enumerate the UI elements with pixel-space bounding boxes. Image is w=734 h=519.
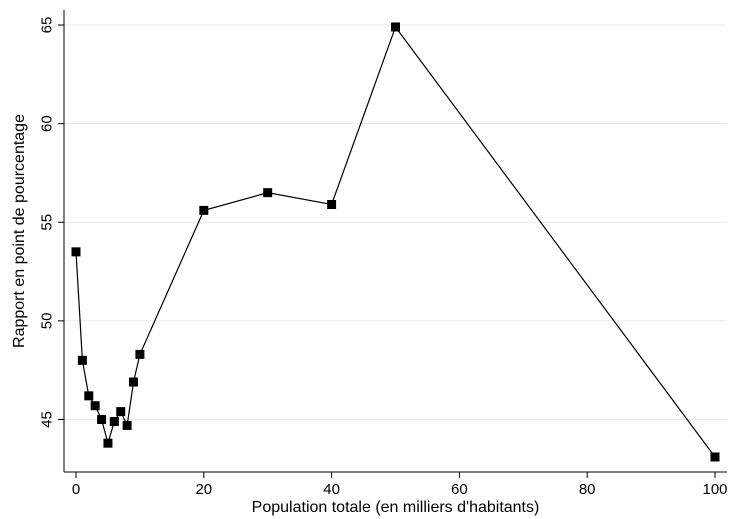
x-tick-label-100: 100 bbox=[702, 481, 727, 498]
x-tick-label-40: 40 bbox=[323, 481, 340, 498]
data-point-4 bbox=[97, 415, 107, 424]
x-axis-title: Population totale (en milliers d'habitan… bbox=[252, 499, 540, 516]
axes bbox=[63, 10, 727, 473]
y-tick-label-60: 60 bbox=[38, 115, 55, 132]
data-point-5 bbox=[103, 438, 113, 448]
data-point-6 bbox=[109, 416, 119, 426]
x-tick-label-20: 20 bbox=[195, 481, 212, 498]
y-tick-label-55: 55 bbox=[38, 214, 55, 231]
x-axis-ticks: 0 20 40 60 80 100 bbox=[72, 472, 728, 498]
series-line-0 bbox=[75, 25, 716, 458]
x-tick-label-0: 0 bbox=[72, 481, 80, 498]
x-tick-label-60: 60 bbox=[451, 481, 468, 498]
data-point-2 bbox=[84, 391, 94, 401]
data-point-8 bbox=[122, 420, 132, 430]
data-point-3 bbox=[90, 401, 100, 411]
data-point-13 bbox=[327, 199, 337, 209]
data-point-0 bbox=[71, 247, 81, 257]
data-point-11 bbox=[199, 205, 209, 215]
data-point-12 bbox=[263, 188, 273, 198]
data-point-1 bbox=[77, 355, 87, 365]
data-point-14 bbox=[391, 22, 400, 32]
y-tick-label-65: 65 bbox=[38, 17, 55, 34]
data-point-10 bbox=[135, 349, 145, 359]
y-axis-title: Rapport en point de pourcentage bbox=[11, 114, 28, 348]
data-point-7 bbox=[116, 407, 126, 417]
grid-lines bbox=[64, 24, 727, 420]
data-series bbox=[71, 22, 720, 462]
data-point-15 bbox=[710, 452, 720, 462]
data-point-9 bbox=[129, 377, 139, 387]
y-axis-ticks: 45 50 55 60 65 bbox=[38, 17, 64, 428]
y-tick-label-45: 45 bbox=[38, 411, 55, 428]
x-tick-label-80: 80 bbox=[579, 481, 596, 498]
y-tick-label-50: 50 bbox=[38, 313, 55, 330]
